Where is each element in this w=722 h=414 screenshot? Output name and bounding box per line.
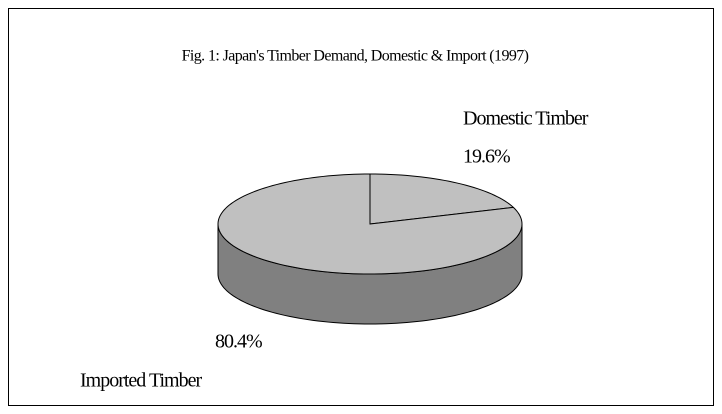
slice-label: Imported Timber <box>80 370 202 392</box>
pie-slice <box>217 173 523 275</box>
slice-label: Domestic Timber <box>463 108 589 130</box>
value-label: 80.4% <box>215 331 262 353</box>
value-label: 19.6% <box>463 146 510 168</box>
chart-title: Fig. 1: Japan's Timber Demand, Domestic … <box>182 48 529 65</box>
